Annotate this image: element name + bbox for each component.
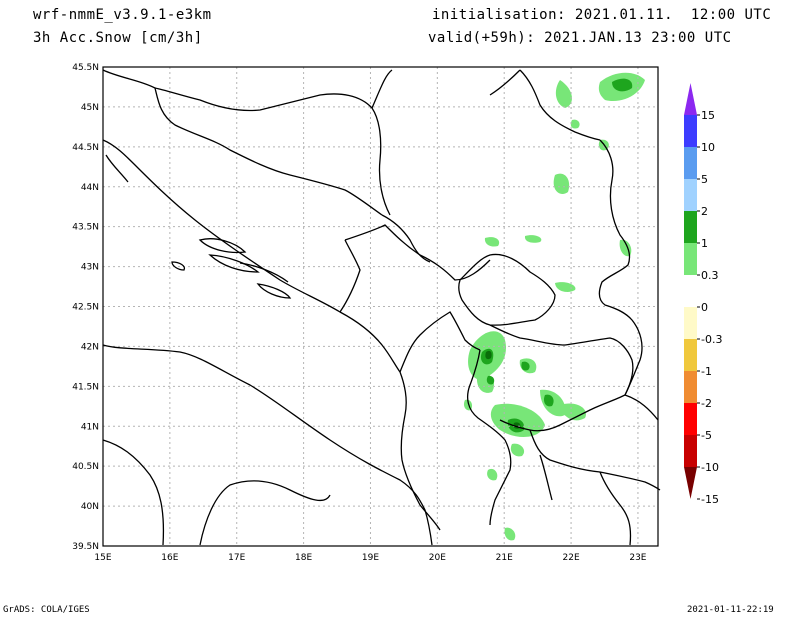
- footer-timestamp: 2021-01-11-22:19: [687, 605, 774, 615]
- field-title: 3h Acc.Snow [cm/3h]: [33, 30, 203, 46]
- valid-time: valid(+59h): 2021.JAN.13 23:00 UTC: [428, 30, 732, 46]
- colorbar-label: 0: [701, 301, 708, 314]
- lon-tick-label: 16E: [161, 553, 178, 563]
- axis-labels: 15E 16E 17E 18E 19E 20E 21E 22E 23E 39.5N 40N 40.5N…: [72, 63, 647, 563]
- lat-tick-label: 44.5N: [72, 143, 99, 153]
- init-time: initialisation: 2021.01.11. 12:00 UTC: [432, 7, 772, 23]
- model-title: wrf-nmmE_v3.9.1-e3km: [33, 7, 212, 23]
- footer-credit: GrADS: COLA/IGES: [3, 605, 90, 615]
- colorbar-bin: [684, 275, 697, 307]
- lat-tick-label: 39.5N: [72, 542, 99, 552]
- map-frame: [102, 66, 659, 547]
- colorbar-label: 1: [701, 237, 708, 250]
- lat-tick-label: 40N: [81, 502, 99, 512]
- colorbar-label: -0.3: [701, 333, 722, 346]
- lon-tick-label: 21E: [496, 553, 513, 563]
- colorbar-bin: [684, 371, 697, 403]
- colorbar-label: -15: [701, 493, 719, 506]
- colorbar-bin: [684, 403, 697, 435]
- lat-tick-label: 45N: [81, 103, 99, 113]
- lon-tick-label: 15E: [94, 553, 111, 563]
- lon-tick-label: 18E: [295, 553, 312, 563]
- colorbar-bin: [684, 243, 697, 275]
- colorbar-bin: [684, 339, 697, 371]
- colorbar-bin: [684, 435, 697, 467]
- colorbar-bin: [684, 115, 697, 147]
- lon-tick-label: 23E: [629, 553, 646, 563]
- lat-tick-label: 42.5N: [72, 303, 99, 313]
- lat-tick-label: 43.5N: [72, 223, 99, 233]
- colorbar-label: -5: [701, 429, 712, 442]
- colorbar-label: -1: [701, 365, 712, 378]
- lat-tick-label: 44N: [81, 183, 99, 193]
- lat-tick-label: 45.5N: [72, 63, 99, 73]
- colorbar-bin: [684, 179, 697, 211]
- lat-tick-label: 41.5N: [72, 382, 99, 392]
- colorbar-label: -2: [701, 397, 712, 410]
- colorbar-label: 5: [701, 173, 708, 186]
- lat-tick-label: 40.5N: [72, 462, 99, 472]
- lon-tick-label: 20E: [429, 553, 446, 563]
- colorbar-legend: 15 10 5 2 1 0.3 0 -0.3 -1 -2 -5 -10 -15: [684, 83, 722, 506]
- lon-tick-label: 17E: [228, 553, 245, 563]
- lat-tick-label: 41N: [81, 422, 99, 432]
- colorbar-bin: [684, 147, 697, 179]
- colorbar-label: 0.3: [701, 269, 719, 282]
- lon-tick-label: 19E: [362, 553, 379, 563]
- lat-tick-label: 43N: [81, 263, 99, 273]
- coastlines-and-borders: [102, 69, 661, 546]
- colorbar-top-arrow: [684, 83, 697, 115]
- colorbar-bin: [684, 307, 697, 339]
- colorbar-label: -10: [701, 461, 719, 474]
- lat-tick-label: 42N: [81, 342, 99, 352]
- colorbar-bin: [684, 211, 697, 243]
- colorbar-label: 15: [701, 109, 715, 122]
- colorbar-bottom-arrow: [684, 467, 697, 499]
- lon-tick-label: 22E: [563, 553, 580, 563]
- colorbar-label: 2: [701, 205, 708, 218]
- colorbar-label: 10: [701, 141, 715, 154]
